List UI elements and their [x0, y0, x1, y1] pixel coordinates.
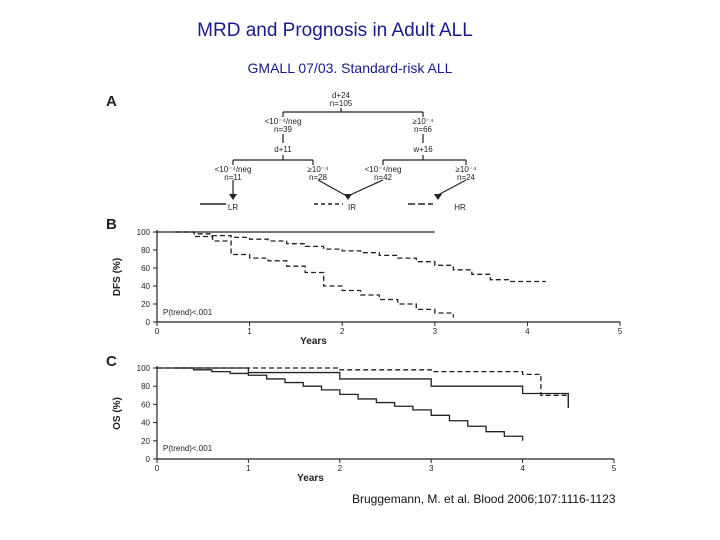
c-y-tick-label: 80	[141, 382, 150, 391]
citation: Bruggemann, M. et al. Blood 2006;107:111…	[352, 492, 616, 506]
b-series-hr	[175, 231, 454, 318]
c-series-ir	[157, 367, 569, 409]
c-y-axis-label: OS (%)	[112, 397, 123, 430]
b-y-tick-label: 0	[146, 318, 151, 327]
node-l1-left-line1: <10⁻⁴/neg	[265, 117, 302, 126]
node-l3-3-line2: n=42	[374, 173, 393, 182]
c-p-trend-annotation: P(trend)<.001	[163, 444, 213, 453]
c-series-lr	[157, 367, 569, 409]
node-l3-1-line2: n=11	[224, 173, 242, 182]
b-x-axis-label: Years	[300, 336, 327, 347]
c-y-tick-label: 0	[146, 455, 151, 464]
node-l3-4-line1: ≥10⁻⁴	[456, 165, 478, 174]
c-x-axis-label: Years	[297, 473, 324, 484]
c-x-tick-label: 4	[520, 464, 525, 473]
panel-b-label: B	[106, 216, 117, 233]
b-y-tick-label: 60	[141, 264, 150, 273]
c-y-tick-label: 40	[141, 419, 150, 428]
b-x-tick-label: 2	[340, 327, 345, 336]
node-l3-2-line2: n=28	[309, 173, 328, 182]
b-series-ir	[175, 231, 546, 283]
slide-title: MRD and Prognosis in Adult ALL	[197, 20, 473, 41]
node-l3-3-line1: <10⁻⁴/neg	[365, 165, 402, 174]
panel-a-label: A	[106, 93, 117, 110]
b-x-tick-label: 4	[525, 327, 530, 336]
node-l2-right-head: w+16	[412, 145, 433, 154]
chart-os: 0 20 40 60 80 100 0 1 2 3 4 5 Years OS (%) P(trend)<.0…	[112, 364, 617, 484]
panel-c-label: C	[106, 353, 117, 370]
b-y-tick-label: 100	[137, 228, 151, 237]
b-x-tick-label: 5	[618, 327, 623, 336]
node-l3-2-line1: ≥10⁻⁴	[308, 165, 330, 174]
c-x-tick-label: 3	[429, 464, 434, 473]
group-label-lr: LR	[228, 203, 238, 212]
b-y-tick-label: 40	[141, 282, 150, 291]
node-l1-right-line1: ≥10⁻⁴	[413, 117, 435, 126]
node-l1-right-line2: n=66	[414, 125, 433, 134]
b-y-tick-label: 80	[141, 246, 150, 255]
group-label-ir: IR	[348, 203, 356, 212]
c-x-tick-label: 1	[246, 464, 251, 473]
b-x-tick-label: 1	[247, 327, 252, 336]
b-p-trend-annotation: P(trend)<.001	[163, 308, 213, 317]
b-x-tick-label: 3	[433, 327, 438, 336]
panel-a-arrowheads	[229, 194, 442, 200]
node-l2-left-head: d+11	[274, 145, 292, 154]
c-series-hr	[175, 367, 524, 441]
panel-a-tree	[200, 108, 467, 205]
node-l1-left-line2: n=39	[274, 125, 293, 134]
b-y-axis-label: DFS (%)	[112, 258, 123, 296]
c-x-tick-label: 0	[155, 464, 160, 473]
group-label-hr: HR	[454, 203, 466, 212]
root-node-line1: d+24	[332, 91, 351, 100]
slide-subtitle: GMALL 07/03. Standard-risk ALL	[247, 60, 453, 76]
c-y-tick-label: 20	[141, 437, 150, 446]
node-l3-4-line2: n=24	[457, 173, 476, 182]
node-l3-1-line1: <10⁻⁴/neg	[215, 165, 252, 174]
c-y-tick-label: 100	[137, 364, 151, 373]
chart-dfs: 0 20 40 60 80 100 0 1 2 3 4 5 Years DFS (%) P(trend)<.…	[112, 228, 623, 347]
root-node-line2: n=105	[330, 99, 353, 108]
b-y-tick-label: 20	[141, 300, 150, 309]
c-y-tick-label: 60	[141, 400, 150, 409]
b-x-tick-label: 0	[155, 327, 160, 336]
c-x-tick-label: 5	[612, 464, 617, 473]
c-x-tick-label: 2	[338, 464, 343, 473]
